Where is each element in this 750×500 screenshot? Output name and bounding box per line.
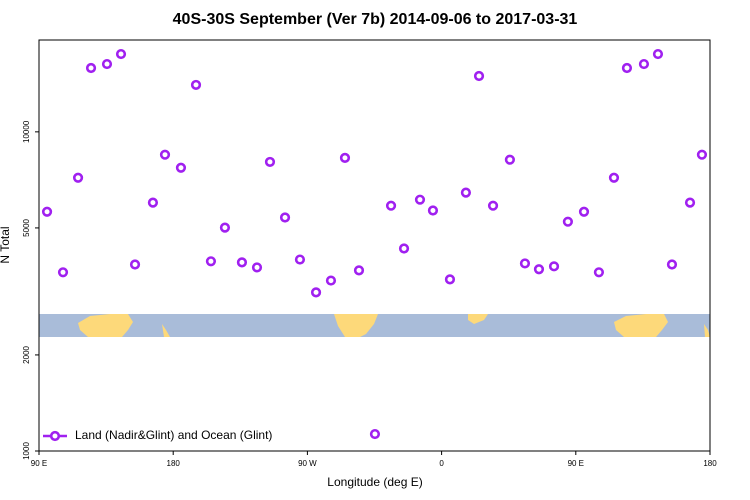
data-point [251, 262, 263, 273]
data-point [504, 154, 515, 165]
data-point [57, 267, 69, 278]
data-point [353, 265, 365, 276]
data-point [562, 216, 573, 227]
data-point [398, 243, 410, 254]
data-point [115, 48, 127, 60]
data-point [684, 197, 696, 208]
data-point [519, 258, 531, 269]
y-axis-label: N Total [0, 226, 12, 263]
data-point [666, 259, 678, 270]
data-point [487, 200, 499, 211]
data-point [638, 58, 650, 70]
x-tick-label: 180 [703, 459, 717, 468]
data-point [593, 267, 605, 278]
data-point [72, 172, 84, 183]
data-point [385, 200, 397, 211]
data-point [339, 152, 351, 163]
data-point [205, 256, 217, 267]
data-point [175, 162, 187, 173]
x-axis-label: Longitude (deg E) [327, 475, 422, 489]
x-tick-label: 90 E [31, 459, 47, 468]
data-point [41, 206, 53, 217]
x-tick-label: 90 E [568, 459, 584, 468]
data-point [548, 261, 560, 272]
y-tick-label: 5000 [22, 218, 31, 236]
data-point [159, 149, 171, 160]
data-point [621, 62, 633, 74]
x-tick-label: 0 [439, 459, 444, 468]
legend-label: Land (Nadir&Glint) and Ocean (Glint) [75, 428, 272, 442]
x-tick-label: 180 [167, 459, 181, 468]
map-band [39, 314, 710, 337]
data-point [652, 48, 664, 60]
data-point [236, 257, 248, 268]
data-point [294, 254, 306, 265]
data-point [190, 79, 202, 91]
chart-title: 40S-30S September (Ver 7b) 2014-09-06 to… [173, 11, 578, 28]
data-point [696, 149, 708, 160]
data-point [578, 206, 590, 217]
y-tick-label: 10000 [22, 120, 31, 143]
data-point [101, 58, 113, 70]
plot-frame [38, 39, 711, 452]
data-point [147, 197, 159, 208]
data-point [460, 187, 472, 198]
data-point [444, 274, 456, 285]
legend-marker [49, 430, 61, 442]
data-point [533, 264, 545, 275]
x-tick-label: 90 W [298, 459, 317, 468]
data-point [414, 194, 426, 205]
data-point [264, 156, 276, 168]
data-point [129, 259, 141, 270]
data-point [427, 205, 439, 216]
data-point [608, 172, 620, 183]
data-point [310, 287, 322, 298]
data-point [369, 428, 381, 440]
data-point [85, 62, 97, 74]
y-tick-label: 2000 [22, 345, 31, 363]
y-tick-label: 1000 [22, 442, 31, 460]
data-point [473, 70, 485, 82]
data-point [279, 212, 291, 223]
data-point [325, 275, 337, 286]
data-point [219, 222, 231, 233]
